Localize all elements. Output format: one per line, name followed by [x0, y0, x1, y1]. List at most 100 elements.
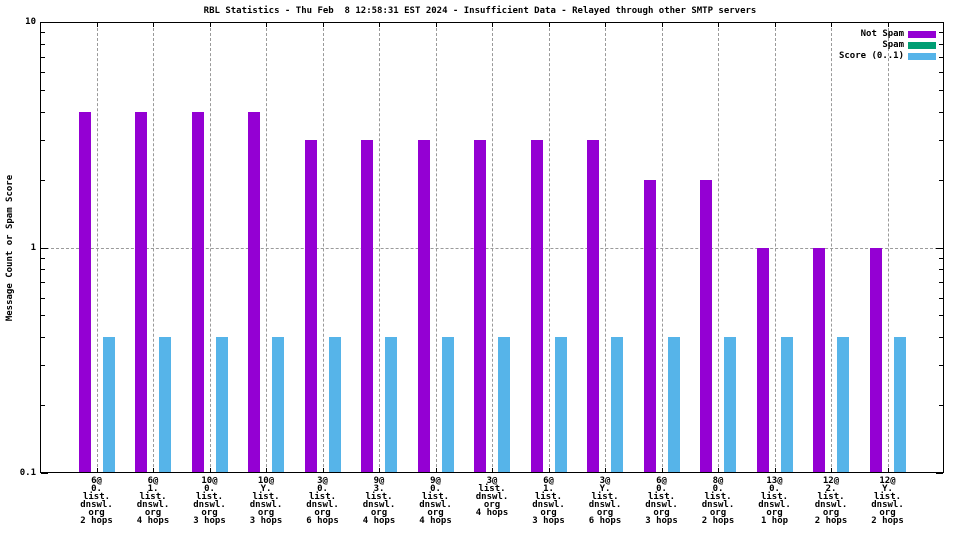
- x-axis-label: 3@ list. dnswl. org 4 hops: [462, 477, 522, 518]
- x-axis-label-line: 12@: [822, 476, 840, 486]
- x-axis-label-line: org: [483, 500, 501, 510]
- bar-score-0-1: [780, 337, 793, 472]
- x-axis-label: 3@ 0. list. dnswl. org 6 hops: [293, 476, 353, 526]
- x-tick: [662, 468, 663, 472]
- y-minor-tick: [41, 405, 45, 406]
- bar-score-0-1: [328, 337, 341, 472]
- x-axis-label-line: 12@: [879, 476, 896, 486]
- y-minor-tick: [41, 315, 45, 316]
- x-axis-label-line: 3 hops: [532, 516, 565, 526]
- x-axis-label-line: 10@: [257, 476, 275, 486]
- x-axis-label-line: list.: [365, 492, 393, 502]
- x-tick: [97, 23, 98, 27]
- x-axis-label-line: dnswl.: [588, 500, 622, 510]
- y-minor-tick: [41, 365, 45, 366]
- x-axis-label-line: 0.: [430, 484, 441, 494]
- bar-score-0-1: [667, 337, 680, 472]
- x-axis-label-line: list.: [591, 492, 619, 502]
- y-minor-tick: [939, 282, 943, 283]
- bar-score-0-1: [837, 337, 849, 472]
- legend-label: Not Spam: [860, 29, 904, 39]
- y-minor-tick: [41, 44, 45, 45]
- x-axis-label: 3@ Y. list. dnswl. org 6 hops: [575, 477, 635, 526]
- y-tick-label: 1: [30, 242, 36, 253]
- x-axis-label-line: 3 hops: [645, 516, 678, 526]
- bar-not-spam: [417, 139, 430, 472]
- x-tick: [436, 468, 437, 472]
- x-tick: [775, 23, 776, 27]
- x-axis-label-line: list.: [534, 492, 563, 502]
- y-major-tick: [41, 248, 48, 249]
- y-minor-tick: [939, 44, 943, 45]
- x-axis-label-line: dnswl.: [814, 500, 848, 510]
- x-axis-label-line: dnswl.: [701, 500, 735, 510]
- x-axis-label-line: 9@: [373, 476, 385, 486]
- x-tick: [718, 468, 719, 472]
- y-minor-tick: [939, 57, 943, 58]
- x-axis-label-line: 4 hops: [362, 516, 396, 526]
- legend-item-score-0-1: Score (0..1): [839, 51, 936, 61]
- x-axis-label-line: list.: [195, 492, 224, 502]
- bar-score-0-1: [215, 337, 228, 472]
- x-tick: [718, 23, 719, 27]
- x-axis-label-line: org: [257, 508, 275, 518]
- y-minor-tick: [939, 315, 943, 316]
- bar-score-0-1: [498, 337, 510, 472]
- y-minor-tick: [41, 180, 45, 181]
- x-axis-label-line: org: [822, 508, 840, 518]
- y-minor-tick: [41, 90, 45, 91]
- x-axis-label: 9@ 3. list. dnswl. org 4 hops: [349, 476, 409, 526]
- x-axis-label-line: dnswl.: [645, 500, 678, 510]
- x-axis-label-line: list.: [252, 492, 280, 502]
- x-tick: [153, 23, 154, 27]
- x-axis-label: 13@ 0. list. dnswl. org 1 hop: [745, 477, 805, 526]
- bar-score-0-1: [611, 337, 623, 472]
- x-axis-label-line: dnswl.: [249, 500, 283, 510]
- x-axis-label-line: list.: [760, 492, 789, 502]
- x-axis-label-line: 6@: [147, 476, 159, 486]
- bar-score-0-1: [385, 337, 397, 472]
- x-tick: [323, 23, 324, 27]
- bar-not-spam: [248, 111, 260, 472]
- y-minor-tick: [939, 72, 943, 73]
- x-axis-label: 6@ 0. list. dnswl. org 3 hops: [632, 476, 692, 526]
- x-axis-label-line: 0.: [317, 484, 328, 494]
- y-major-tick: [936, 473, 943, 474]
- x-tick: [266, 468, 267, 472]
- y-minor-tick: [41, 258, 45, 259]
- y-minor-tick: [41, 72, 45, 73]
- bar-score-0-1: [102, 337, 115, 472]
- x-axis-label-line: 3 hops: [249, 516, 283, 526]
- x-axis-label: 10@ Y. list. dnswl. org 3 hops: [236, 476, 296, 526]
- x-axis-label-line: dnswl.: [758, 500, 791, 510]
- y-minor-tick: [41, 282, 45, 283]
- y-minor-tick: [939, 112, 943, 113]
- x-tick: [379, 468, 380, 472]
- y-minor-tick: [939, 337, 943, 338]
- bar-not-spam: [191, 111, 204, 472]
- x-axis-label-line: 3@: [317, 476, 328, 486]
- x-axis-label: 6@ 0. list. dnswl. org 2 hops: [67, 476, 127, 526]
- x-axis-label-line: org: [144, 508, 162, 518]
- y-minor-tick: [939, 258, 943, 259]
- x-axis-label-line: dnswl.: [362, 500, 396, 510]
- y-minor-tick: [41, 57, 45, 58]
- legend-label: Score (0..1): [838, 51, 904, 61]
- legend-item-not-spam: Not Spam: [861, 29, 936, 39]
- y-major-tick: [936, 22, 943, 23]
- legend-swatch: [908, 41, 936, 49]
- y-minor-tick: [41, 32, 45, 33]
- x-axis-label-line: 6@: [91, 476, 102, 486]
- x-tick: [831, 468, 832, 472]
- x-axis-label-line: 2 hops: [80, 516, 113, 526]
- x-axis-label-line: 6@: [656, 476, 667, 486]
- x-axis-label-line: 6 hops: [306, 516, 339, 526]
- x-axis-label-line: list.: [139, 492, 167, 502]
- x-axis-label-line: 1.: [147, 484, 159, 494]
- x-axis-label-line: dnswl.: [532, 500, 565, 510]
- x-axis-label-line: 4 hops: [475, 508, 509, 518]
- x-axis-label-line: org: [879, 508, 896, 518]
- bar-score-0-1: [441, 337, 454, 472]
- bar-score-0-1: [272, 337, 284, 472]
- y-minor-tick: [939, 180, 943, 181]
